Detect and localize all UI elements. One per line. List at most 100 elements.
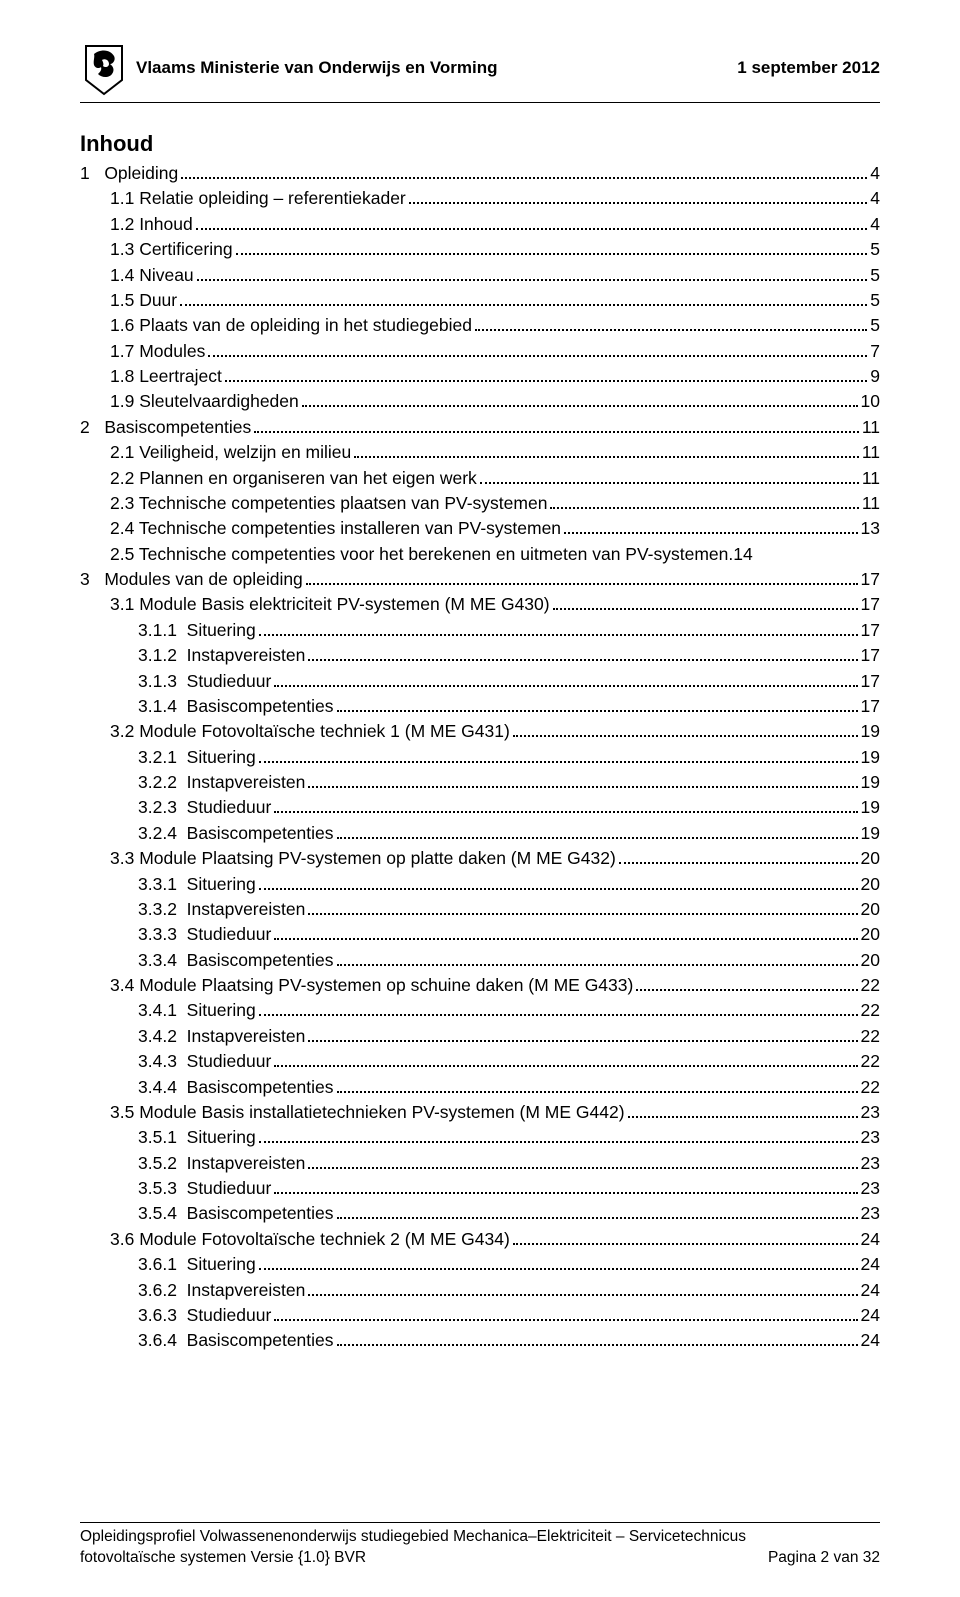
toc-entry-page: 17 (861, 567, 880, 592)
toc-entry: 3.1.3 Studieduur 17 (80, 669, 880, 694)
page-header: Vlaams Ministerie van Onderwijs en Vormi… (80, 40, 880, 103)
toc-entry-page: 11 (862, 415, 880, 440)
toc-entry-page: 17 (861, 643, 880, 668)
toc-entry-label: 3.5.3 Studieduur (138, 1176, 271, 1201)
toc-entry: 3.4.1 Situering 22 (80, 998, 880, 1023)
toc-entry-page: 5 (870, 237, 880, 262)
toc-leader-dots (550, 507, 858, 509)
toc-leader-dots (564, 532, 857, 534)
toc-entry: 3.2.1 Situering 19 (80, 745, 880, 770)
toc-entry-label: 3.5.2 Instapvereisten (138, 1151, 305, 1176)
toc-leader-dots (308, 913, 857, 915)
toc-entry-page: 4 (870, 212, 880, 237)
header-date: 1 september 2012 (737, 58, 880, 78)
toc-entry-page: 22 (861, 1024, 880, 1049)
toc-entry-label: 3.6.2 Instapvereisten (138, 1278, 305, 1303)
toc-entry: 1.4 Niveau 5 (80, 263, 880, 288)
toc-entry: 3.6 Module Fotovoltaïsche techniek 2 (M … (80, 1227, 880, 1252)
toc-entry: 3.1.4 Basiscompetenties 17 (80, 694, 880, 719)
toc-leader-dots (354, 456, 859, 458)
toc-entry: 1.5 Duur 5 (80, 288, 880, 313)
toc-leader-dots (480, 482, 859, 484)
header-text-row: Vlaams Ministerie van Onderwijs en Vormi… (136, 40, 880, 78)
toc-entry-label: 3.2.2 Instapvereisten (138, 770, 305, 795)
toc-entry-label: 1.4 Niveau (110, 263, 194, 288)
footer-line-2: fotovoltaïsche systemen Versie {1.0} BVR… (80, 1548, 880, 1569)
toc-leader-dots (274, 811, 857, 813)
toc-leader-dots (308, 786, 857, 788)
toc-entry-label: 3.4 Module Plaatsing PV-systemen op schu… (110, 973, 633, 998)
toc-leader-dots (475, 329, 867, 331)
toc-entry: 3.5.3 Studieduur 23 (80, 1176, 880, 1201)
toc-leader-dots (513, 735, 858, 737)
toc-entry-label: 3.2 Module Fotovoltaïsche techniek 1 (M … (110, 719, 510, 744)
toc-entry: 3.5.2 Instapvereisten 23 (80, 1151, 880, 1176)
toc-entry-label: 3.2.1 Situering (138, 745, 256, 770)
document-page: Vlaams Ministerie van Onderwijs en Vormi… (0, 0, 960, 1597)
toc-leader-dots (259, 634, 858, 636)
toc-leader-dots (274, 685, 857, 687)
toc-entry-label: 3.4.4 Basiscompetenties (138, 1075, 334, 1100)
toc-entry-label: 3.6.3 Studieduur (138, 1303, 271, 1328)
toc-entry: 3.1.1 Situering 17 (80, 618, 880, 643)
toc-entry-page: 19 (861, 719, 880, 744)
toc-entry-page: 11 (862, 466, 880, 491)
toc-leader-dots (236, 253, 868, 255)
toc-entry-page: 22 (861, 973, 880, 998)
toc-leader-dots (636, 989, 857, 991)
toc-entry-page: 24 (861, 1303, 880, 1328)
toc-entry: 3.5.4 Basiscompetenties 23 (80, 1201, 880, 1226)
toc-entry-label: 3.2.3 Studieduur (138, 795, 271, 820)
toc-leader-dots (337, 710, 858, 712)
toc-entry: 3.5.1 Situering 23 (80, 1125, 880, 1150)
toc-entry-page: 7 (870, 339, 880, 364)
toc-entry: 3.6.2 Instapvereisten 24 (80, 1278, 880, 1303)
toc-entry-label: 3.4.1 Situering (138, 998, 256, 1023)
toc-entry-label: 3.1.4 Basiscompetenties (138, 694, 334, 719)
toc-leader-dots (308, 1167, 857, 1169)
toc-entry-page: 20 (861, 846, 880, 871)
toc-entry-label: 3.3.4 Basiscompetenties (138, 948, 334, 973)
toc-entry: 3.1 Module Basis elektriciteit PV-system… (80, 592, 880, 617)
toc-entry-label: 3.4.2 Instapvereisten (138, 1024, 305, 1049)
toc-entry-label: 3.3.3 Studieduur (138, 922, 271, 947)
toc-entry-label: 3 Modules van de opleiding (80, 567, 303, 592)
toc-entry-page: 17 (861, 694, 880, 719)
toc-entry: 3.2 Module Fotovoltaïsche techniek 1 (M … (80, 719, 880, 744)
toc-leader-dots (259, 888, 858, 890)
table-of-contents: 1 Opleiding 41.1 Relatie opleiding – ref… (80, 161, 880, 1354)
toc-entry-page: 23 (861, 1201, 880, 1226)
toc-entry-label: 3.6.1 Situering (138, 1252, 256, 1277)
toc-entry-page: 23 (861, 1125, 880, 1150)
toc-leader-dots (274, 1065, 857, 1067)
toc-leader-dots (274, 938, 857, 940)
toc-entry-page: 17 (861, 618, 880, 643)
toc-entry-page: 23 (861, 1100, 880, 1125)
toc-entry-page: 5 (870, 263, 880, 288)
toc-entry-page: 23 (861, 1151, 880, 1176)
toc-entry-page: 19 (861, 770, 880, 795)
footer-version: fotovoltaïsche systemen Versie {1.0} BVR (80, 1548, 366, 1569)
toc-entry-page: 13 (861, 516, 880, 541)
toc-entry-label: 2.3 Technische competenties plaatsen van… (110, 491, 547, 516)
toc-entry-label: 3.6.4 Basiscompetenties (138, 1328, 334, 1353)
toc-leader-dots (196, 228, 868, 230)
toc-entry-label: 1.3 Certificering (110, 237, 233, 262)
toc-entry-label: 3.6 Module Fotovoltaïsche techniek 2 (M … (110, 1227, 510, 1252)
toc-entry: 3.2.3 Studieduur 19 (80, 795, 880, 820)
toc-entry-page: 22 (861, 1075, 880, 1100)
toc-leader-dots (274, 1319, 857, 1321)
flanders-lion-logo (80, 40, 128, 96)
toc-entry-label: 1.5 Duur (110, 288, 177, 313)
toc-entry-label: 2.4 Technische competenties installeren … (110, 516, 561, 541)
toc-entry-label: 3.2.4 Basiscompetenties (138, 821, 334, 846)
toc-leader-dots (308, 1040, 857, 1042)
toc-entry: 3.3.2 Instapvereisten 20 (80, 897, 880, 922)
toc-entry-label: 3.5 Module Basis installatietechnieken P… (110, 1100, 625, 1125)
toc-leader-dots (619, 862, 858, 864)
toc-entry: 1.8 Leertraject 9 (80, 364, 880, 389)
toc-entry-page: 17 (861, 669, 880, 694)
toc-entry: 3.1.2 Instapvereisten 17 (80, 643, 880, 668)
toc-entry: 3 Modules van de opleiding 17 (80, 567, 880, 592)
toc-entry: 2.4 Technische competenties installeren … (80, 516, 880, 541)
